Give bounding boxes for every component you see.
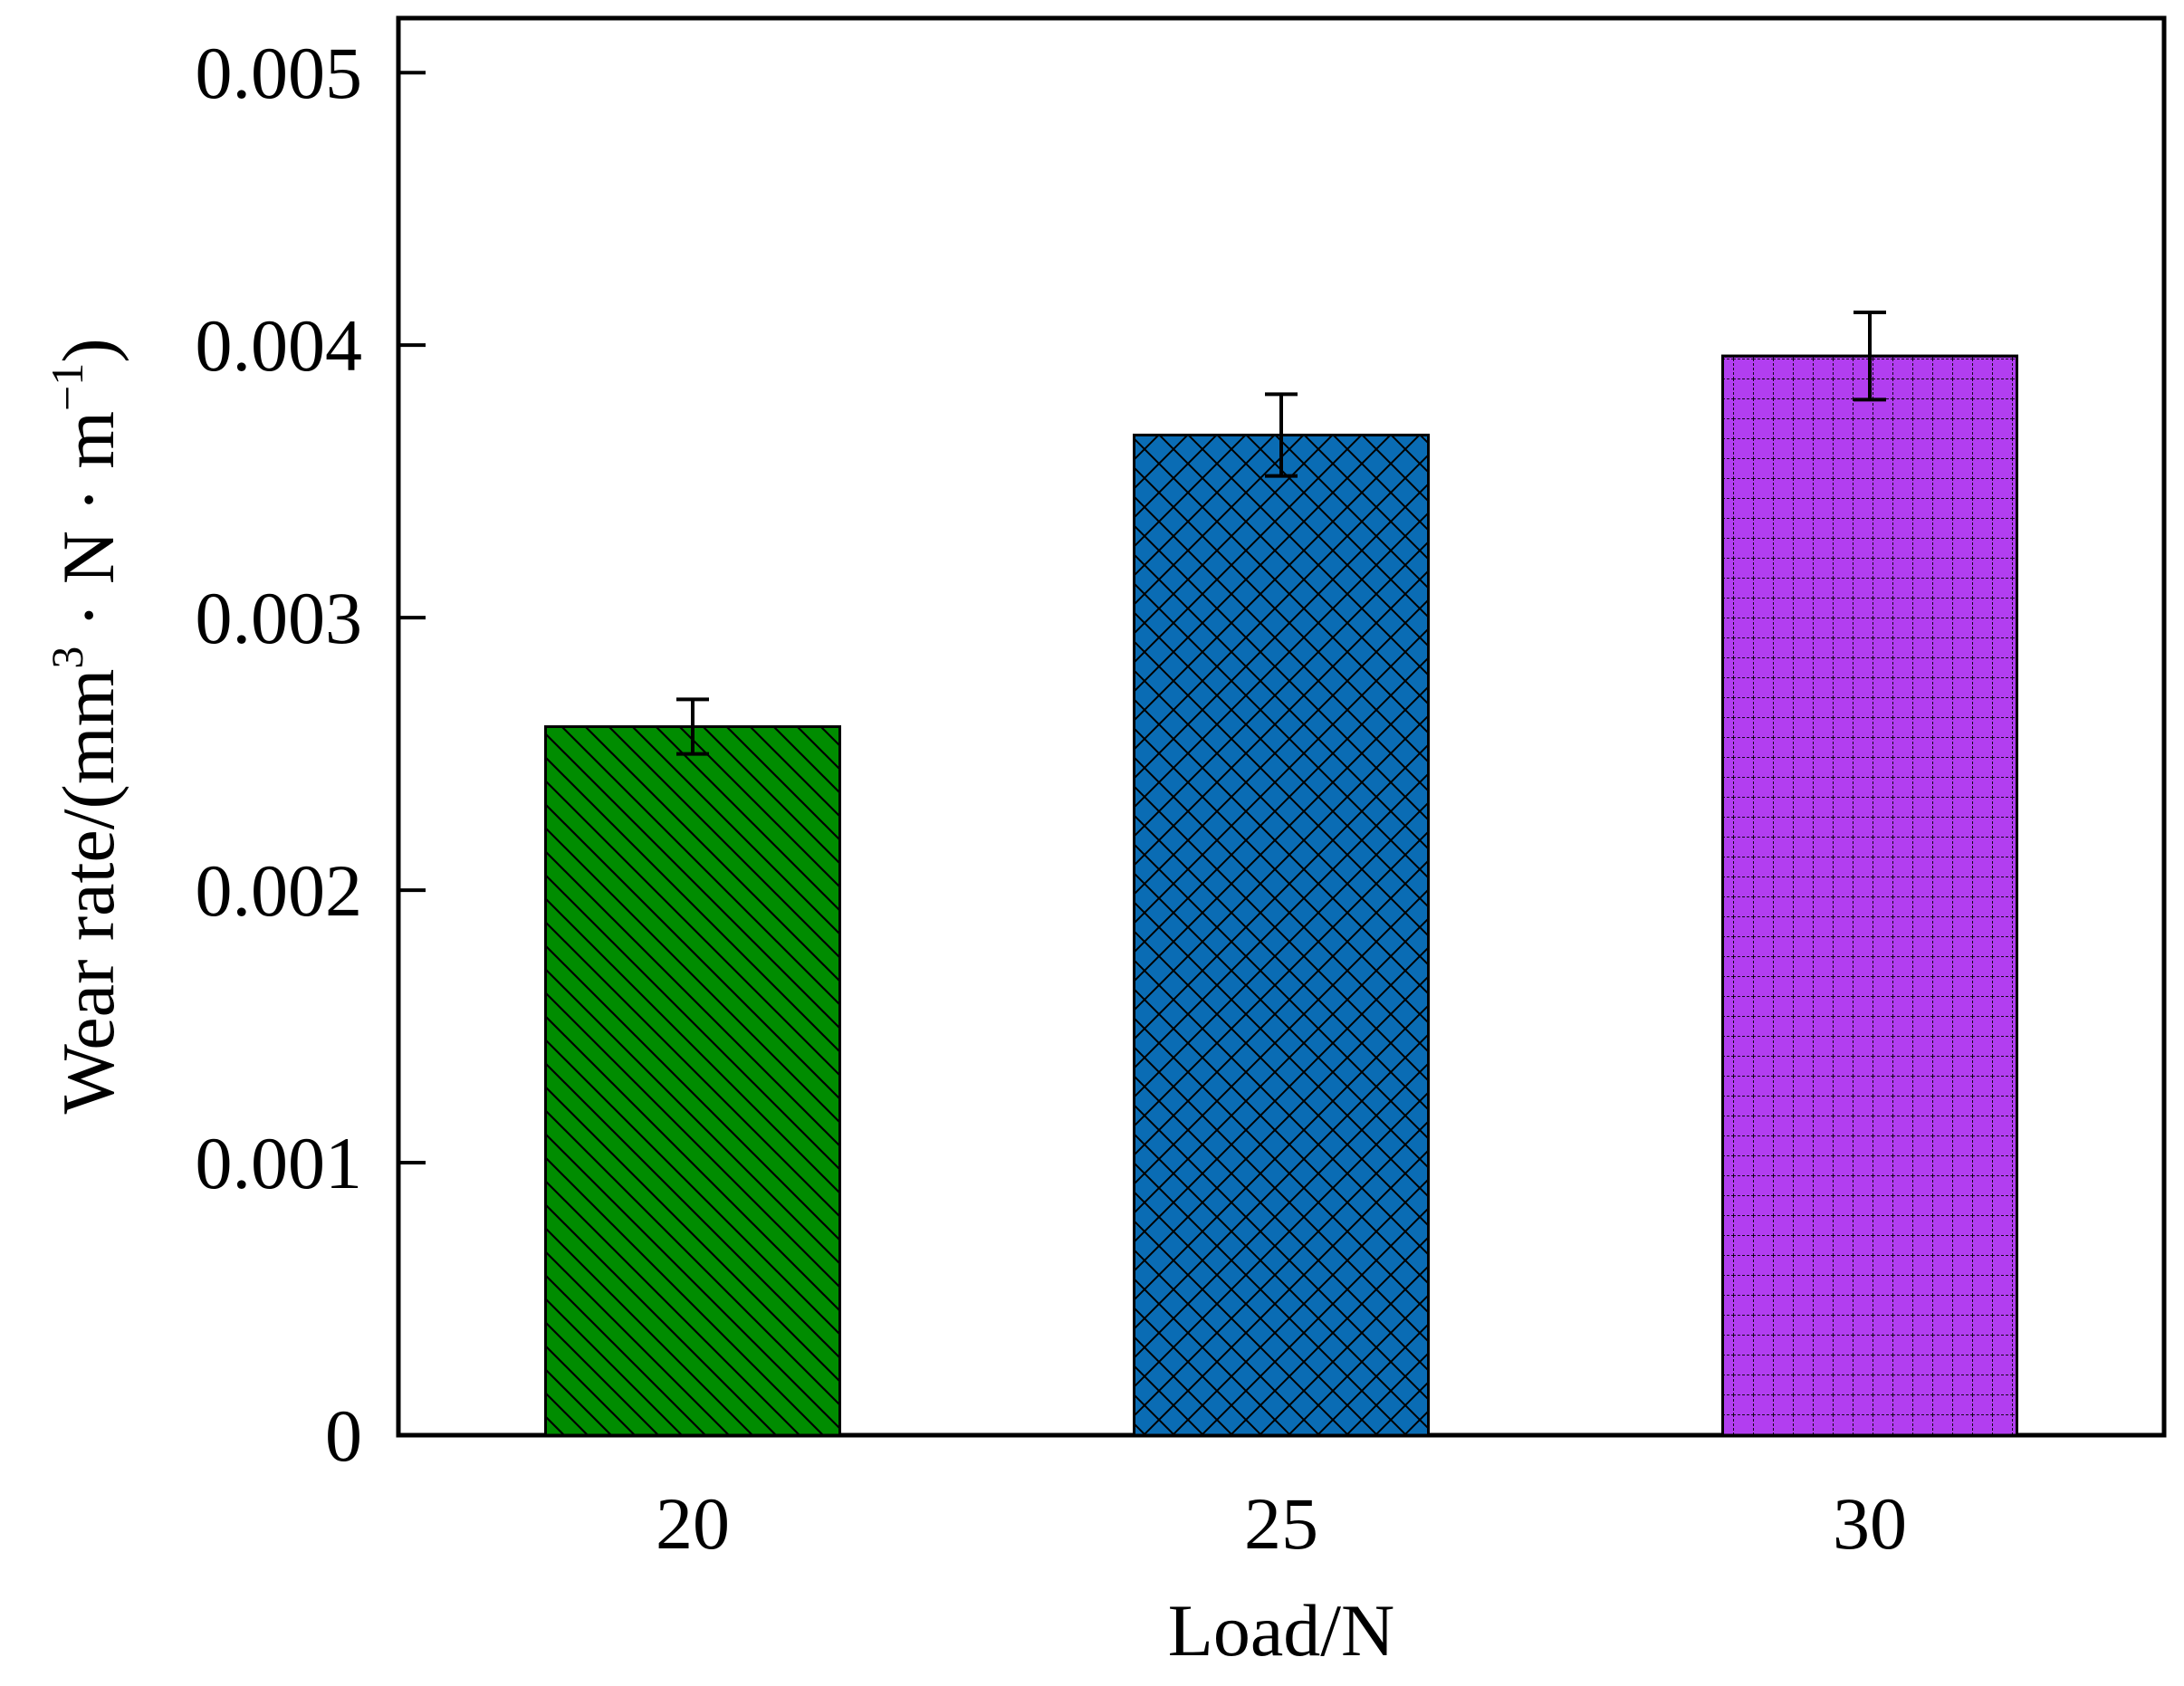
bar-pattern-20 [544,725,841,1437]
x-tick-label-30: 30 [1833,1482,1907,1565]
x-axis-title: Load/N [1168,1589,1394,1672]
y-tick-label-2: 0.002 [196,849,363,932]
y-axis-title-middle: · N · m [47,411,129,647]
y-tick-label-0: 0 [325,1394,362,1477]
y-axis-title: Wear rate/(mm3 · N · m−1) [42,338,129,1114]
bar-pattern-25 [1133,433,1430,1437]
y-axis-title-superscript: 3 [42,647,92,669]
x-axis: 20 25 30 [656,1482,1907,1565]
bar-pattern-30 [1721,354,2018,1437]
y-axis-title-superscript2: −1 [42,363,92,411]
x-tick-label-25: 25 [1244,1482,1318,1565]
y-tick-label-3: 0.003 [196,577,363,659]
y-tick-label-4: 0.004 [196,304,363,387]
bars-layer [544,354,2018,1437]
y-axis-title-prefix: Wear rate/(mm [47,669,129,1115]
y-tick-label-1: 0.001 [196,1122,363,1204]
y-axis: 0 0.001 0.002 0.003 0.004 0.005 [196,32,426,1477]
x-tick-label-20: 20 [656,1482,730,1565]
error-bars-layer [676,311,1886,756]
y-axis-title-suffix: ) [47,338,129,362]
y-tick-label-5: 0.005 [196,32,363,114]
